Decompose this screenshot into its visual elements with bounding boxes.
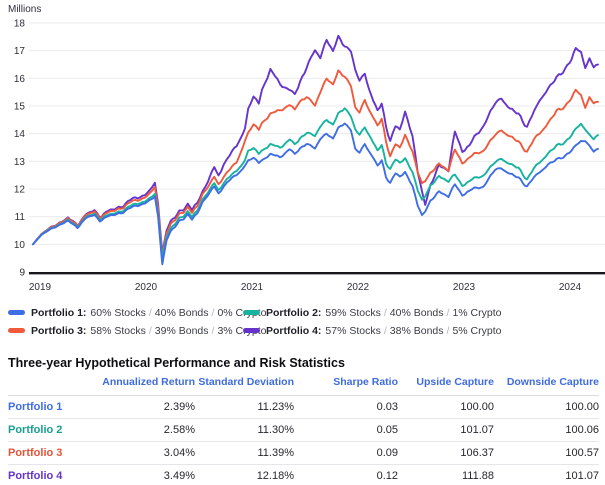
y-tick-label: 15 xyxy=(14,102,26,113)
legend-separator: / xyxy=(148,324,152,337)
stats-column-header: Downside Capture xyxy=(506,376,599,388)
legend-portfolio-name: Portfolio 2: xyxy=(266,306,322,319)
x-tick-label: 2022 xyxy=(347,282,370,293)
stats-value: 100.00 xyxy=(460,401,494,413)
legend-separator: / xyxy=(211,306,215,319)
stats-section: Three-year Hypothetical Performance and … xyxy=(0,356,605,485)
stats-value: 12.18% xyxy=(256,470,294,482)
y-tick-label: 9 xyxy=(19,268,25,279)
y-tick-label: 14 xyxy=(14,129,26,140)
legend-allocation-part: 0% Crypto xyxy=(217,306,267,319)
legend-item-portfolio-2[interactable]: Portfolio 2: 59% Stocks/40% Bonds/1% Cryp… xyxy=(243,305,501,320)
stats-value: 101.07 xyxy=(460,424,494,436)
series-line-portfolio-3 xyxy=(32,69,599,258)
legend-portfolio-name: Portfolio 1: xyxy=(31,306,87,319)
legend-separator: / xyxy=(148,306,152,319)
series-line-portfolio-4 xyxy=(32,34,599,255)
legend-allocation-part: 58% Stocks xyxy=(90,324,146,337)
stats-column-header: Sharpe Ratio xyxy=(333,376,398,388)
legend-allocation-part: 1% Crypto xyxy=(452,306,502,319)
stats-row-label: Portfolio 1 xyxy=(8,401,63,413)
legend-separator: / xyxy=(446,306,450,319)
y-tick-label: 16 xyxy=(14,74,26,85)
y-axis-title: Millions xyxy=(8,4,41,15)
legend-allocation-part: 40% Bonds xyxy=(154,306,209,319)
y-tick-label: 12 xyxy=(14,185,26,196)
stats-value: 2.58% xyxy=(163,424,195,436)
stats-value: 0.05 xyxy=(376,424,398,436)
stats-column-header: Upside Capture xyxy=(416,376,494,388)
performance-chart: 18 17 16 15 14 13 12 11 10 9 Millions 2019 2020 2021 2… xyxy=(8,4,605,293)
y-tick-label: 17 xyxy=(14,46,26,57)
stats-row-portfolio-3: Portfolio 3 3.04% 11.39% 0.09 106.37 100.57 xyxy=(8,442,599,465)
stats-value: 100.06 xyxy=(565,424,599,436)
stats-value: 11.39% xyxy=(257,447,295,459)
stats-row-label: Portfolio 3 xyxy=(8,447,63,459)
stats-value: 11.23% xyxy=(257,401,295,413)
stats-row-portfolio-2: Portfolio 2 2.58% 11.30% 0.05 101.07 100.06 xyxy=(8,419,599,442)
stats-column-header: Annualized Return xyxy=(102,376,195,388)
stats-row-label: Portfolio 4 xyxy=(8,470,63,482)
stats-value: 100.57 xyxy=(565,447,599,459)
stats-value: 101.07 xyxy=(565,470,599,482)
legend-allocation-part: 57% Stocks xyxy=(325,324,381,337)
stats-value: 11.30% xyxy=(257,424,295,436)
stats-header-row: Annualized Return Standard Deviation Sharp… xyxy=(8,370,599,396)
legend-allocation-part: 5% Crypto xyxy=(452,324,502,337)
x-tick-label: 2021 xyxy=(241,282,264,293)
stats-column-header: Standard Deviation xyxy=(198,376,294,388)
legend-item-portfolio-1[interactable]: Portfolio 1: 60% Stocks/40% Bonds/0% Cryp… xyxy=(8,305,266,320)
x-tick-label: 2023 xyxy=(453,282,476,293)
legend-allocation-part: 38% Bonds xyxy=(389,324,444,337)
legend-swatch xyxy=(8,310,25,315)
stats-title: Three-year Hypothetical Performance and … xyxy=(8,356,345,370)
y-tick-label: 18 xyxy=(14,19,26,30)
stats-value: 111.88 xyxy=(461,470,494,482)
stats-value: 3.04% xyxy=(163,447,195,459)
x-tick-label: 2024 xyxy=(559,282,582,293)
stats-value: 0.03 xyxy=(376,401,398,413)
legend-allocation-part: 3% Crypto xyxy=(217,324,267,337)
chart-legend: Portfolio 1: 60% Stocks/40% Bonds/0% Cryp… xyxy=(0,301,605,347)
stats-row-portfolio-1: Portfolio 1 2.39% 11.23% 0.03 100.00 100.00 xyxy=(8,396,599,419)
legend-allocation-part: 60% Stocks xyxy=(90,306,146,319)
legend-portfolio-name: Portfolio 3: xyxy=(31,324,87,337)
legend-allocation-part: 39% Bonds xyxy=(154,324,209,337)
legend-portfolio-name: Portfolio 4: xyxy=(266,324,322,337)
legend-swatch xyxy=(243,328,260,333)
series-line-portfolio-1 xyxy=(32,122,599,266)
series-line-portfolio-2 xyxy=(32,107,599,260)
stats-value: 3.49% xyxy=(163,470,195,482)
y-tick-label: 10 xyxy=(14,240,26,251)
legend-separator: / xyxy=(383,324,387,337)
x-tick-label: 2020 xyxy=(135,282,158,293)
legend-separator: / xyxy=(446,324,450,337)
legend-allocation-part: 40% Bonds xyxy=(389,306,444,319)
legend-item-portfolio-3[interactable]: Portfolio 3: 58% Stocks/39% Bonds/3% Cryp… xyxy=(8,323,266,338)
x-tick-label: 2019 xyxy=(29,282,52,293)
stats-header-corner xyxy=(8,388,100,395)
stats-value: 0.12 xyxy=(376,470,398,482)
legend-swatch xyxy=(243,310,260,315)
legend-separator: / xyxy=(211,324,215,337)
stats-value: 106.37 xyxy=(460,447,494,459)
legend-separator: / xyxy=(383,306,387,319)
y-tick-label: 11 xyxy=(15,212,26,223)
stats-value: 100.00 xyxy=(565,401,599,413)
stats-value: 0.09 xyxy=(376,447,398,459)
y-tick-label: 13 xyxy=(14,157,26,168)
stats-row-portfolio-4: Portfolio 4 3.49% 12.18% 0.12 111.88 101.07 xyxy=(8,465,599,485)
stats-row-label: Portfolio 2 xyxy=(8,424,63,436)
stats-value: 2.39% xyxy=(163,401,195,413)
legend-item-portfolio-4[interactable]: Portfolio 4: 57% Stocks/38% Bonds/5% Cryp… xyxy=(243,323,501,338)
stats-table: Annualized Return Standard Deviation Sharp… xyxy=(8,370,599,485)
legend-swatch xyxy=(8,328,25,333)
legend-allocation-part: 59% Stocks xyxy=(325,306,381,319)
